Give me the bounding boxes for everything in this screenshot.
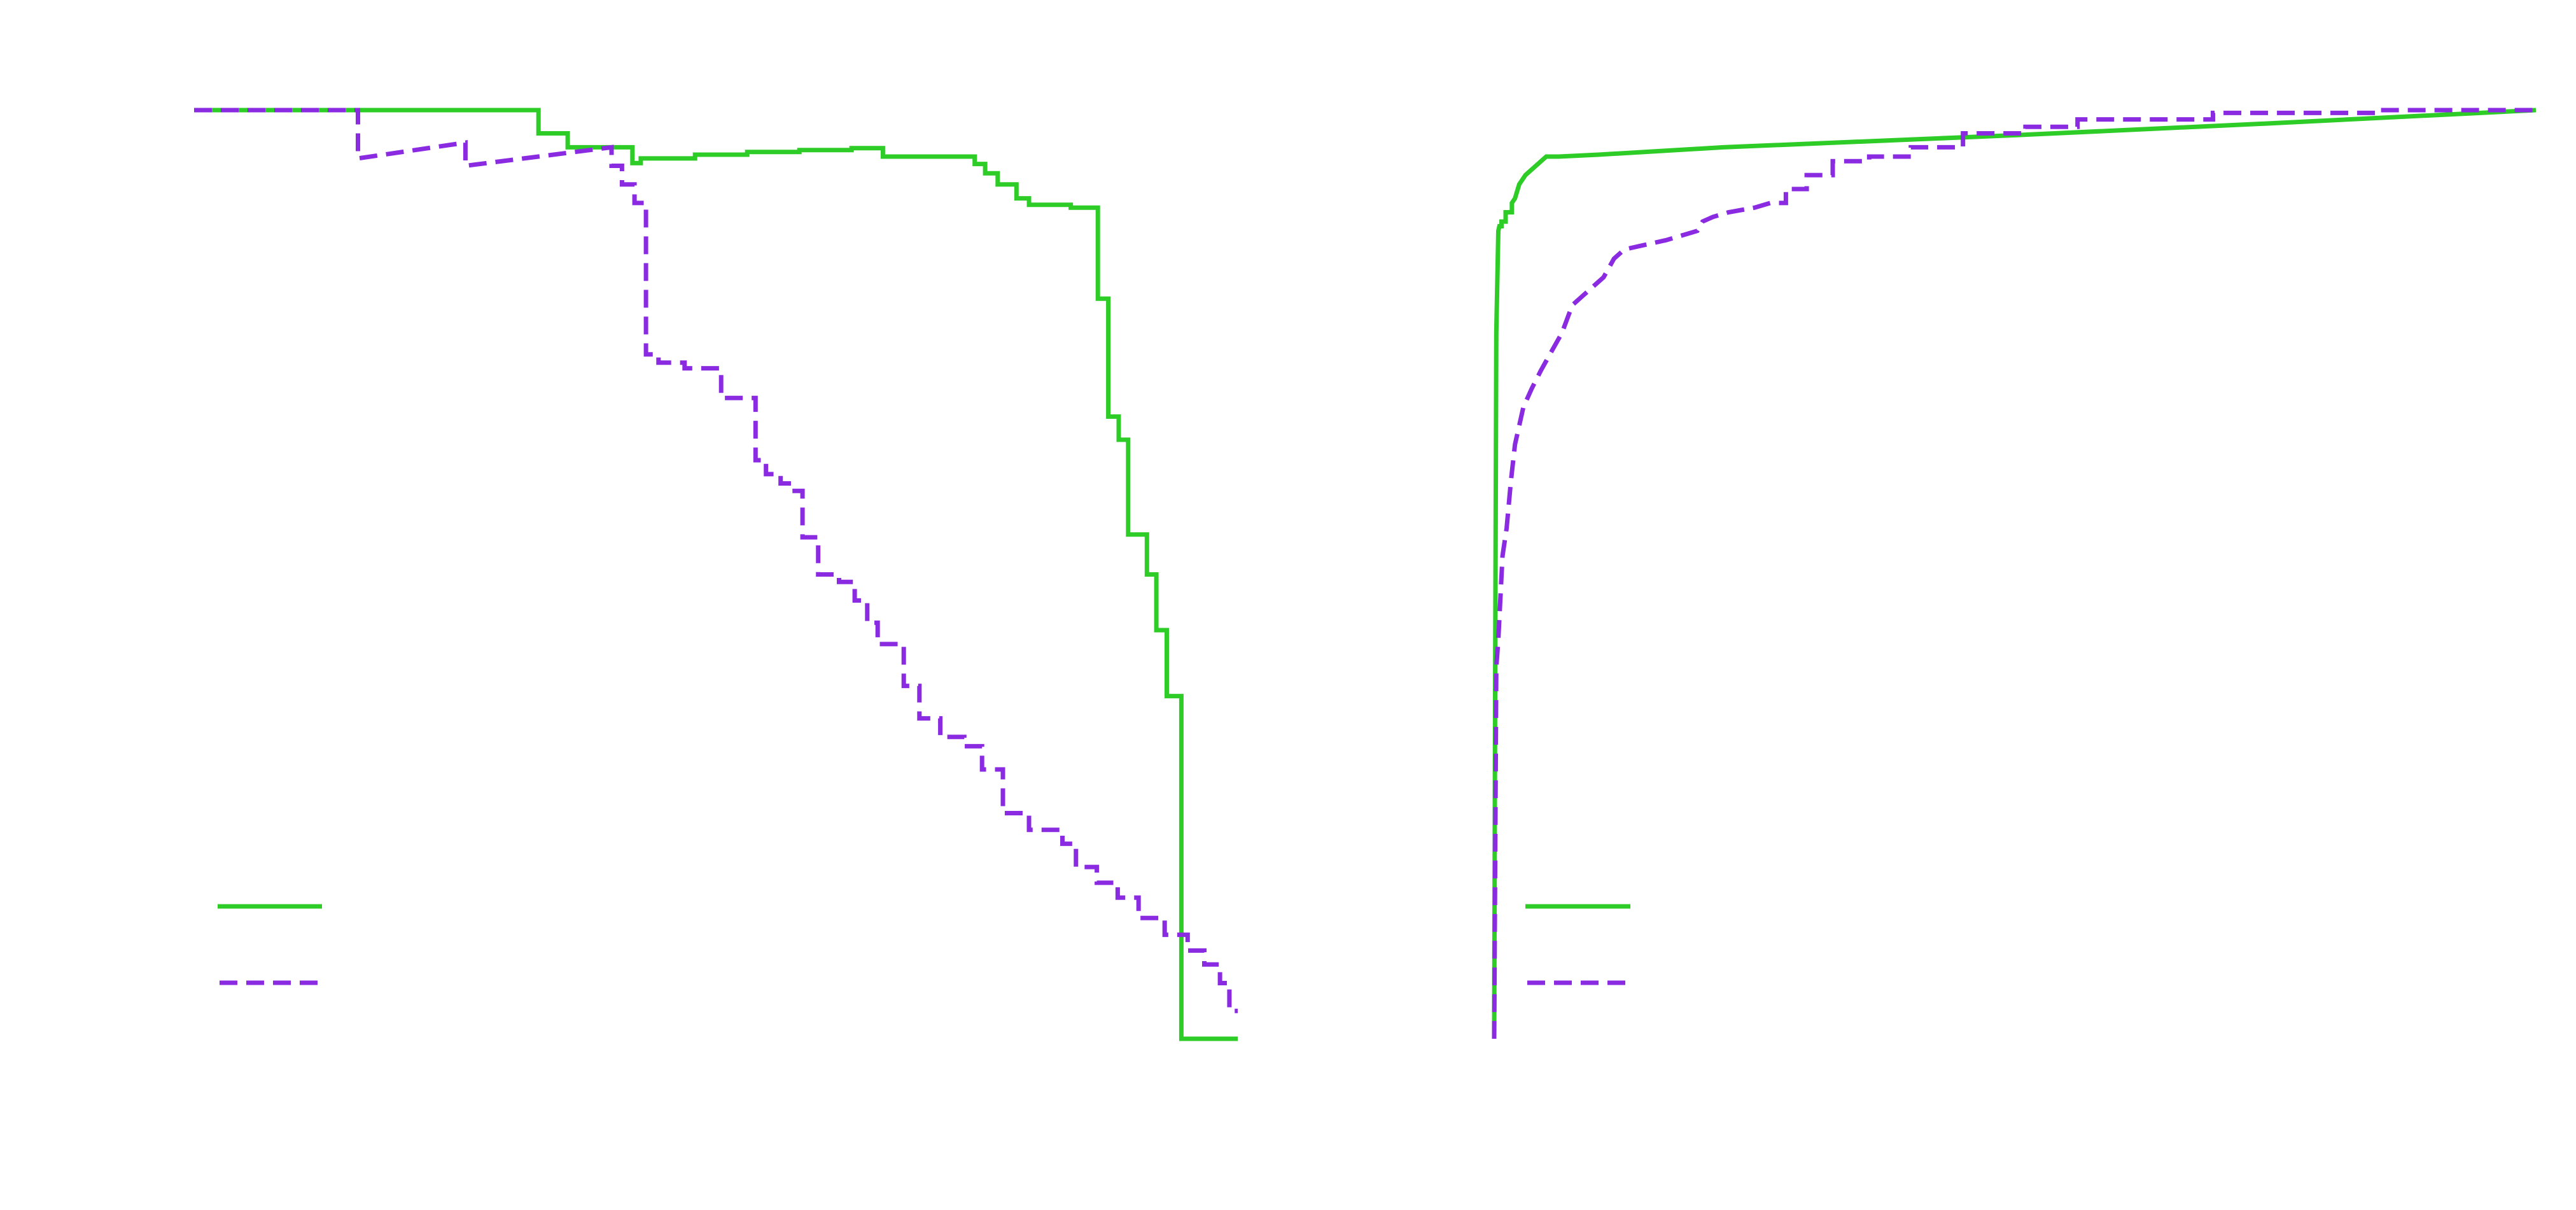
right-series-green-line: [1492, 108, 2537, 1039]
right-series-purple-line: [1492, 108, 2536, 1039]
left-series-purple-line: [194, 108, 1238, 1013]
right-panel: [1492, 108, 2537, 1039]
left-panel: [194, 108, 1238, 1041]
left-series-green-line: [194, 108, 1238, 1041]
